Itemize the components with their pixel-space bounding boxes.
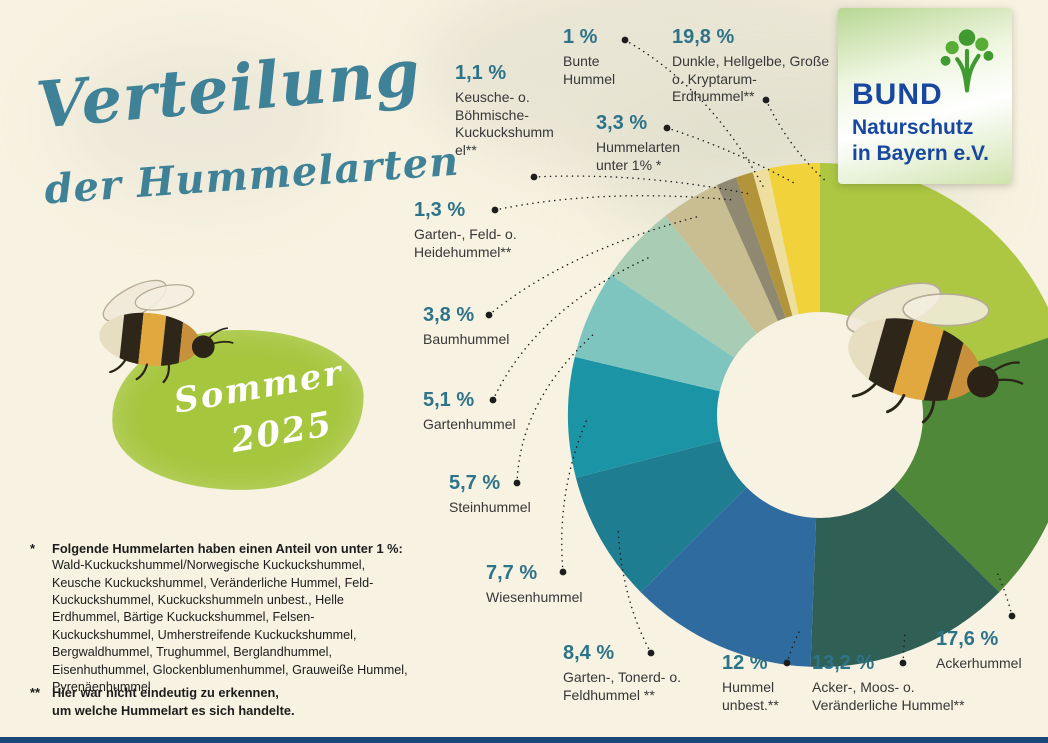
percent-value: 3,3 %: [596, 112, 648, 134]
bund-logo: BUND Naturschutz in Bayern e.V.: [838, 8, 1012, 184]
donut-segment-11: [752, 168, 799, 316]
species-name: Ackerhummel: [936, 655, 1022, 671]
donut-segment-6: [574, 274, 735, 392]
percent-value: 17,6 %: [936, 628, 999, 650]
donut-segment-3: [640, 487, 817, 667]
donut-segment-1: [893, 337, 1048, 593]
leader-dot-5: [559, 568, 567, 576]
donut-segment-10: [736, 172, 793, 318]
donut-segment-4: [575, 440, 747, 593]
bee-wings-icon: [846, 282, 990, 335]
badge-year: 2025: [228, 403, 337, 462]
leader-dot-9: [491, 206, 499, 214]
chart-label-garten-feld-heidehummel: 1,3 % Garten-, Feld- o. Heidehummel**: [414, 199, 542, 261]
chart-label-acker-moos-veraenderliche: 13,2 % Acker-, Moos- o. Veränderliche Hu…: [812, 652, 990, 714]
footnote-single-asterisk: * Folgende Hummelarten haben einen Antei…: [30, 540, 412, 696]
leader-dot-12: [663, 124, 671, 132]
chart-label-garten-tonerd-feldhummel: 8,4 % Garten-, Tonerd- o. Feldhummel **: [563, 642, 711, 704]
species-name: Wiesenhummel: [486, 589, 583, 605]
leader-dot-8: [485, 311, 493, 319]
chart-label-hummel-unbest: 12 % Hummel unbest.**: [722, 652, 800, 714]
percent-value: 1,1 %: [455, 62, 507, 84]
species-name: Dunkle, Hellgelbe, Große o. Kryptarum-Er…: [672, 53, 830, 104]
percent-value: 13,2 %: [812, 652, 875, 674]
leader-dot-4: [647, 649, 655, 657]
tree-icon: [940, 29, 994, 93]
donut-segment-9: [717, 177, 786, 321]
species-name: Keusche- o. Böhmische-Kuckuckshummel**: [455, 89, 554, 158]
bee-illustration-small: [96, 279, 234, 384]
donut-segment-2: [810, 487, 1000, 667]
donut-segment-5: [567, 356, 721, 478]
leader-line-3: [786, 629, 801, 664]
leader-line-1: [995, 569, 1013, 617]
chart-label-baumhummel: 3,8 % Baumhummel: [423, 304, 538, 349]
species-name: Bunte Hummel: [563, 53, 616, 87]
species-name: Gartenhummel: [423, 416, 516, 432]
bee-body-icon: [96, 308, 234, 384]
bee-illustration-large: [838, 282, 1024, 424]
species-name: Acker-, Moos- o. Veränderliche Hummel**: [812, 679, 965, 713]
chart-label-gartenhummel: 5,1 % Gartenhummel: [423, 389, 543, 434]
footnote-double-asterisk: ** Hier war nicht eindeutig zu erkennen,…: [30, 684, 412, 720]
chart-label-steinhummel: 5,7 % Steinhummel: [449, 472, 559, 517]
species-name: Hummelarten unter 1% *: [596, 139, 681, 173]
percent-value: 1 %: [563, 26, 598, 48]
logo-brand-text: BUND: [852, 78, 943, 111]
footnote-line: um welche Hummelart es sich handelte.: [52, 702, 295, 718]
bottom-accent-bar: [0, 737, 1048, 743]
chart-label-erdhummel: 19,8 % Dunkle, Hellgelbe, Große o. Krypt…: [672, 26, 832, 106]
species-name: Garten-, Tonerd- o. Feldhummel **: [563, 669, 682, 703]
percent-value: 12 %: [722, 652, 768, 674]
species-name: Garten-, Feld- o. Heidehummel**: [414, 226, 517, 260]
percent-value: 19,8 %: [672, 26, 735, 48]
leader-dot-2: [899, 659, 907, 667]
leader-dot-1: [1008, 612, 1016, 620]
leader-dot-11: [621, 36, 629, 44]
chart-label-ackerhummel: 17,6 % Ackerhummel: [936, 628, 1046, 673]
leader-dot-7: [489, 396, 497, 404]
leader-line-6: [516, 332, 596, 484]
species-name: Hummel unbest.**: [722, 679, 779, 713]
leader-dot-3: [783, 659, 791, 667]
percent-value: 3,8 %: [423, 304, 475, 326]
bee-wings-icon: [102, 279, 195, 323]
species-name: Baumhummel: [423, 331, 510, 347]
logo-org-line2: in Bayern e.V.: [852, 142, 989, 165]
leader-line-2: [902, 630, 906, 664]
chart-label-keusche-boehmische-kuckuckshummel: 1,1 % Keusche- o. Böhmische-Kuckuckshumm…: [455, 62, 555, 159]
leader-dot-10: [530, 173, 538, 181]
leader-line-9: [494, 195, 735, 211]
leader-line-7: [492, 256, 651, 401]
bee-body-icon: [838, 304, 1024, 424]
percent-value: 5,7 %: [449, 472, 501, 494]
percent-value: 7,7 %: [486, 562, 538, 584]
percent-value: 1,3 %: [414, 199, 466, 221]
leader-dot-0: [762, 96, 770, 104]
chart-label-hummelarten-unter-1: 3,3 % Hummelarten unter 1% *: [596, 112, 700, 174]
background-wash: [60, 40, 340, 200]
logo-org-line1: Naturschutz: [852, 116, 974, 139]
footnote-body: Wald-Kuckuckshummel/Norwegische Kuckucks…: [52, 558, 408, 694]
footnote-marker: **: [30, 685, 41, 700]
footnote-line: Hier war nicht eindeutig zu erkennen,: [52, 685, 279, 700]
donut-segment-12: [768, 163, 820, 315]
chart-label-bunte-hummel: 1 % Bunte Hummel: [563, 26, 625, 88]
percent-value: 8,4 %: [563, 642, 615, 664]
leader-dot-6: [513, 479, 521, 487]
leader-line-0: [765, 99, 829, 184]
chart-label-wiesenhummel: 7,7 % Wiesenhummel: [486, 562, 611, 607]
species-name: Steinhummel: [449, 499, 531, 515]
donut-segment-7: [610, 215, 757, 358]
footnote-heading: Folgende Hummelarten haben einen Anteil …: [52, 541, 403, 556]
percent-value: 5,1 %: [423, 389, 475, 411]
donut-segment-8: [665, 185, 778, 334]
footnote-marker: *: [30, 541, 36, 556]
